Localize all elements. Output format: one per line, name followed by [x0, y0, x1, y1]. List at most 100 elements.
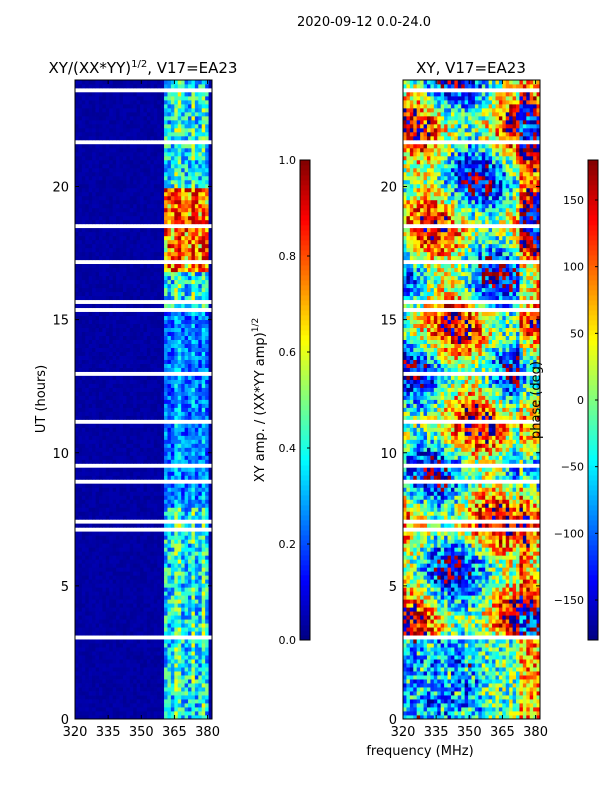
amplitude-cell [136, 211, 141, 217]
amplitude-cell [75, 551, 79, 556]
amplitude-cell [143, 439, 148, 444]
amplitude-cell [109, 627, 114, 632]
amplitude-cell [119, 435, 124, 440]
amplitude-cell [112, 255, 117, 261]
amplitude-cell [194, 707, 199, 712]
amplitude-cell [198, 671, 203, 676]
amplitude-cell [136, 703, 141, 708]
amplitude-cell [205, 315, 209, 321]
amplitude-cell [198, 503, 203, 508]
amplitude-cell [109, 287, 114, 293]
amplitude-cell [164, 495, 168, 500]
amplitude-cell [129, 531, 134, 536]
amplitude-cell [102, 499, 107, 504]
amplitude-cell [201, 207, 206, 213]
amplitude-cell [150, 263, 155, 269]
amplitude-cell [205, 191, 209, 197]
amplitude-cell [92, 551, 96, 556]
amplitude-cell [153, 599, 158, 604]
amplitude-cell [85, 251, 90, 257]
amplitude-cell [122, 491, 127, 496]
amplitude-cell [98, 467, 103, 472]
amplitude-cell [112, 203, 117, 209]
amplitude-cell [81, 255, 86, 261]
amplitude-cell [98, 591, 103, 596]
amplitude-cell [164, 435, 168, 440]
amplitude-cell [133, 239, 138, 245]
amplitude-cell [75, 211, 79, 217]
amplitude-cell [157, 703, 162, 708]
amplitude-cell [81, 191, 86, 197]
amplitude-cell [143, 335, 148, 340]
amplitude-cell [109, 499, 114, 504]
amplitude-cell [109, 199, 114, 205]
amplitude-cell [85, 343, 90, 348]
amplitude-cell [150, 499, 155, 504]
amplitude-cell [136, 311, 141, 317]
amplitude-cell [146, 339, 151, 344]
amplitude-cell [112, 675, 117, 680]
amplitude-cell [164, 291, 168, 297]
amplitude-cell [188, 687, 192, 692]
amplitude-cell [98, 331, 103, 336]
amplitude-cell [105, 319, 110, 325]
amplitude-cell [112, 343, 117, 348]
amplitude-cell [122, 619, 127, 624]
amplitude-cell [119, 207, 124, 213]
amplitude-cell [119, 571, 124, 576]
amplitude-cell [177, 359, 182, 364]
amplitude-cell [167, 315, 172, 321]
amplitude-cell [119, 251, 124, 257]
amplitude-cell [150, 423, 155, 428]
amplitude-cell [153, 675, 158, 680]
amplitude-cell [95, 699, 100, 704]
amplitude-cell [140, 203, 144, 209]
amplitude-cell [136, 263, 141, 269]
amplitude-cell [136, 591, 141, 596]
amplitude-cell [140, 503, 144, 508]
amplitude-cell [184, 663, 189, 668]
amplitude-cell [92, 591, 96, 596]
amplitude-cell [191, 263, 196, 269]
amplitude-cell [109, 387, 114, 392]
amplitude-cell [122, 447, 127, 452]
amplitude-cell [181, 675, 185, 680]
amplitude-cell [98, 579, 103, 584]
amplitude-cell [98, 239, 103, 245]
amplitude-cell [85, 295, 90, 301]
amplitude-cell [78, 475, 83, 480]
amplitude-cell [184, 531, 189, 536]
amplitude-cell [174, 647, 179, 652]
amplitude-cell [188, 263, 192, 269]
amplitude-cell [95, 427, 100, 432]
amplitude-cell [98, 535, 103, 540]
amplitude-cell [198, 339, 203, 344]
amplitude-cell [205, 683, 209, 688]
amplitude-cell [198, 435, 203, 440]
amplitude-cell [198, 447, 203, 452]
amplitude-cell [136, 631, 141, 636]
amplitude-cell [136, 355, 141, 360]
amplitude-cell [119, 607, 124, 612]
amplitude-cell [98, 639, 103, 644]
amplitude-cell [153, 355, 158, 360]
amplitude-cell [98, 363, 103, 368]
amplitude-cell [157, 507, 162, 512]
amplitude-cell [150, 303, 155, 309]
amplitude-cell [105, 447, 110, 452]
amplitude-cell [133, 515, 138, 520]
amplitude-cell [157, 471, 162, 476]
amplitude-cell [105, 279, 110, 285]
amplitude-cell [112, 587, 117, 592]
amplitude-cell [170, 231, 175, 237]
amplitude-cell [119, 411, 124, 416]
amplitude-cell [122, 627, 127, 632]
amplitude-cell [194, 587, 199, 592]
amplitude-cell [170, 403, 175, 408]
amplitude-cell [167, 611, 172, 616]
amplitude-cell [143, 355, 148, 360]
amplitude-cell [105, 651, 110, 656]
amplitude-cell [129, 683, 134, 688]
amplitude-cell [160, 399, 165, 404]
